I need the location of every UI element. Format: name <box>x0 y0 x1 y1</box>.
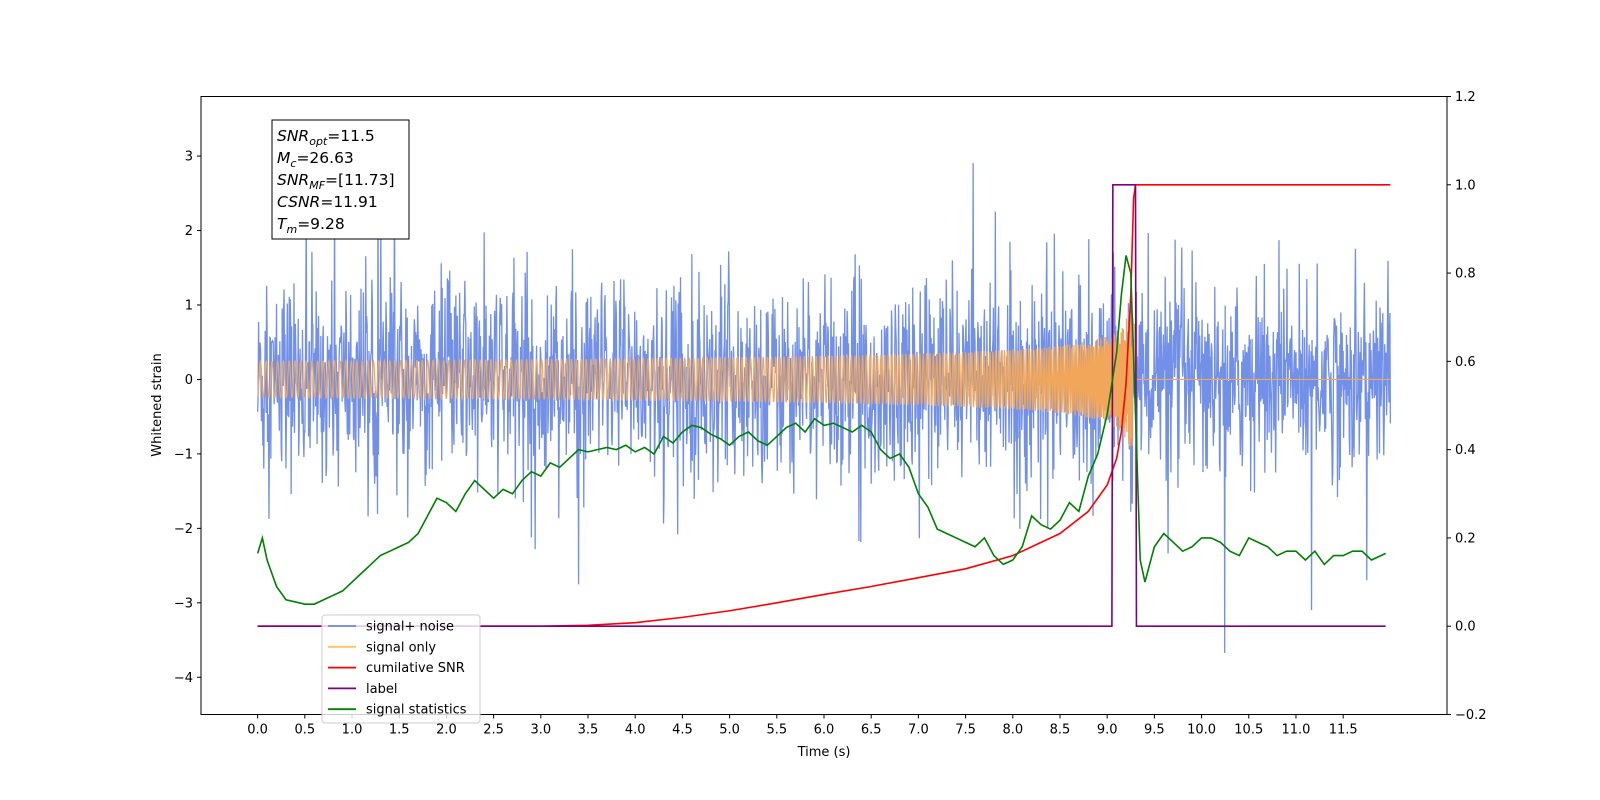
plot-area <box>256 156 1392 653</box>
stats-value: =11.91 <box>320 193 377 211</box>
y-right-tick-label: 1.0 <box>1455 178 1476 193</box>
x-tick-label: 7.0 <box>908 723 929 738</box>
x-axis: 0.0 0.5 1.0 1.5 2.0 2.5 3.0 3.5 4.0 4.5 5.0 5.5 6.0 6… <box>247 714 1358 738</box>
stats-symbol: M <box>277 149 290 167</box>
x-tick-label: 2.0 <box>436 723 457 738</box>
x-tick-label: 11.0 <box>1281 723 1310 738</box>
stats-subscript: m <box>286 223 297 236</box>
x-tick-label: 6.5 <box>861 723 882 738</box>
y-axis-label: Whitened strain <box>150 353 165 456</box>
stats-subscript: opt <box>309 135 328 148</box>
x-tick-label: 5.0 <box>719 723 740 738</box>
legend-label: signal only <box>366 640 436 655</box>
series-label <box>257 183 1386 628</box>
x-tick-label: 2.5 <box>483 723 504 738</box>
y-right-tick-label: 0.6 <box>1455 355 1476 370</box>
legend-label: label <box>366 682 397 697</box>
x-tick-label: 5.5 <box>766 723 787 738</box>
stats-value: =26.63 <box>296 149 353 167</box>
y-axis-left: 3 2 1 0 −1 −2 −3 −4 <box>174 150 201 686</box>
y-left-tick-label: 1 <box>185 298 193 313</box>
x-tick-label: 4.5 <box>672 723 693 738</box>
y-right-tick-label: 0.4 <box>1455 443 1476 458</box>
stats-value: =9.28 <box>297 215 345 233</box>
stats-value: =11.5 <box>327 127 375 145</box>
stats-subscript: c <box>290 157 296 170</box>
x-tick-label: 7.5 <box>955 723 976 738</box>
legend-frame <box>321 614 481 724</box>
y-right-tick-label: 0.0 <box>1455 620 1476 635</box>
x-tick-label: 9.0 <box>1097 723 1118 738</box>
stats-symbol: CSNR <box>277 193 320 211</box>
stats-line: SNRopt=11.5 <box>277 127 375 148</box>
stats-value: =[11.73] <box>325 171 394 189</box>
x-tick-label: 3.5 <box>578 723 599 738</box>
x-tick-label: 10.0 <box>1187 723 1216 738</box>
y-right-tick-label: 1.2 <box>1455 90 1476 105</box>
stats-subscript: MF <box>309 179 325 192</box>
stats-box: SNRopt=11.5Mc=26.63SNRMF=[11.73]CSNR=11.… <box>271 119 410 240</box>
y-left-tick-label: 2 <box>185 224 193 239</box>
y-left-tick-label: −2 <box>174 522 193 537</box>
x-tick-label: 0.0 <box>247 723 268 738</box>
x-tick-label: 1.0 <box>342 723 363 738</box>
stats-line: Mc=26.63 <box>277 149 354 170</box>
y-right-tick-label: 0.2 <box>1455 531 1476 546</box>
y-left-tick-label: −1 <box>174 447 193 462</box>
stats-line: Tm=9.28 <box>277 215 345 236</box>
series-cumulative-snr <box>257 183 1391 628</box>
y-axis-right: 1.2 1.0 0.8 0.6 0.4 0.2 0.0 −0.2 <box>1447 90 1487 723</box>
x-tick-label: 8.5 <box>1050 723 1071 738</box>
legend-label: cumilative SNR <box>366 661 465 676</box>
x-tick-label: 11.5 <box>1329 723 1358 738</box>
stats-symbol: SNR <box>277 171 309 189</box>
y-left-tick-label: −4 <box>174 671 193 686</box>
stats-line: SNRMF=[11.73] <box>277 171 395 192</box>
x-tick-label: 1.5 <box>389 723 410 738</box>
x-tick-label: 4.0 <box>625 723 646 738</box>
x-tick-label: 0.5 <box>294 723 315 738</box>
stats-box-frame <box>271 119 410 240</box>
stats-symbol: T <box>277 215 288 233</box>
y-left-tick-label: 3 <box>185 150 193 165</box>
x-tick-label: 3.0 <box>530 723 551 738</box>
y-right-tick-label: −0.2 <box>1455 708 1487 723</box>
x-tick-label: 8.0 <box>1002 723 1023 738</box>
x-tick-label: 10.5 <box>1234 723 1263 738</box>
stats-symbol: SNR <box>277 127 309 145</box>
series-signal-statistics <box>256 255 1386 605</box>
x-tick-label: 9.5 <box>1144 723 1165 738</box>
legend-label: signal statistics <box>366 703 467 718</box>
y-right-tick-label: 0.8 <box>1455 267 1476 282</box>
stats-line: CSNR=11.91 <box>277 193 378 211</box>
y-left-tick-label: −3 <box>174 596 193 611</box>
x-tick-label: 6.0 <box>814 723 835 738</box>
legend: signal+ noise signal only cumilative SNR la… <box>321 614 481 724</box>
x-axis-label: Time (s) <box>797 745 851 760</box>
series-signal-only <box>257 312 1391 447</box>
y-left-tick-label: 0 <box>185 373 193 388</box>
legend-label: signal+ noise <box>366 620 454 635</box>
